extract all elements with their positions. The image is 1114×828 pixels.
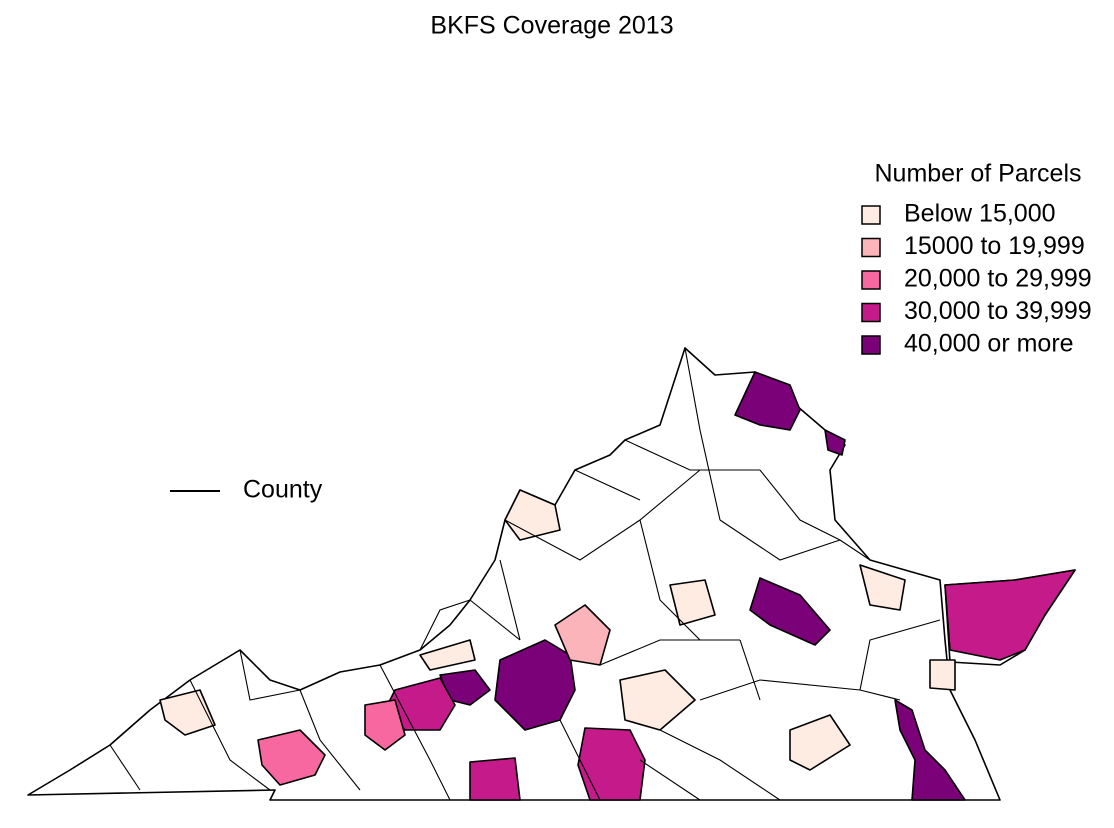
county-shaded <box>734 371 801 431</box>
legend-label: 20,000 to 29,999 <box>904 265 1092 293</box>
line-legend-label: County <box>243 476 323 504</box>
state-map <box>27 347 1076 801</box>
county-shaded <box>789 714 851 771</box>
county-shaded <box>419 639 476 671</box>
county-shaded <box>619 669 696 731</box>
legend-label: Below 15,000 <box>904 200 1056 228</box>
legend-title: Number of Parcels <box>874 160 1081 188</box>
county-shaded <box>859 564 906 611</box>
county-shaded <box>894 699 966 801</box>
county-shaded <box>554 604 611 666</box>
county-shaded <box>257 729 326 786</box>
legend-swatch <box>861 270 881 290</box>
county-shaded <box>577 727 646 801</box>
legend-swatch <box>861 205 881 225</box>
county-shaded <box>364 699 406 751</box>
line-legend: County <box>170 476 323 504</box>
county-shaded <box>469 757 521 801</box>
legend-swatch <box>861 335 881 355</box>
county-shaded <box>159 689 216 736</box>
county-boundaries <box>109 347 941 801</box>
county-shaded <box>944 569 1076 661</box>
legend: Number of Parcels Below 15,000 15000 to 1… <box>861 160 1092 358</box>
county-shaded <box>669 579 716 626</box>
legend-label: 30,000 to 39,999 <box>904 297 1092 325</box>
map-title: BKFS Coverage 2013 <box>430 12 673 40</box>
legend-label: 40,000 or more <box>904 330 1074 358</box>
county-shaded <box>494 639 576 731</box>
state-outline <box>27 347 1001 801</box>
legend-swatch <box>861 302 881 323</box>
legend-swatch <box>861 237 881 258</box>
county-shaded <box>749 577 831 646</box>
county-shaded <box>929 659 956 691</box>
legend-label: 15000 to 19,999 <box>904 232 1085 260</box>
county-shaded <box>824 429 846 456</box>
